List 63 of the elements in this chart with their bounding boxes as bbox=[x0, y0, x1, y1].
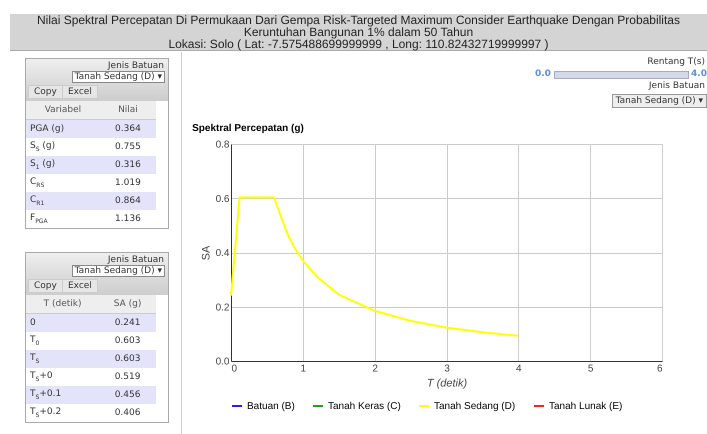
text: Copy bbox=[28, 85, 63, 99]
legend-label: Tanah Keras (C) bbox=[328, 401, 401, 412]
text: Jenis Batuan bbox=[647, 81, 706, 91]
text: T (detik) bbox=[26, 295, 100, 314]
text: 0.0 bbox=[535, 69, 551, 79]
x-axis-title: T (detik) bbox=[426, 378, 468, 390]
text: 0.316 bbox=[100, 156, 156, 174]
legend-label: Tanah Lunak (E) bbox=[549, 401, 622, 412]
text: Tanah Sedang (D) ▾ bbox=[72, 265, 165, 277]
text: T$_{S}$+0.1 bbox=[26, 386, 100, 404]
text: C$_{R1}$ bbox=[26, 192, 100, 210]
text: T$_{S}$+0.2 bbox=[29, 406, 62, 421]
y-tick-label: 0.8 bbox=[216, 140, 230, 150]
text: 0.603 bbox=[114, 335, 142, 348]
text: Nilai bbox=[100, 101, 156, 120]
legend-label: Tanah Sedang (D) bbox=[434, 401, 516, 412]
text: 0.241 bbox=[99, 314, 156, 332]
text: PGA (g) bbox=[26, 120, 100, 138]
text: 1.019 bbox=[114, 177, 142, 190]
text: Tanah Sedang (D) ▾ bbox=[612, 94, 707, 108]
text: S$_{S}$ (g) bbox=[29, 140, 56, 155]
text: Nilai Spektral Percepatan Di Permukaan Dari Gempa Risk-Targeted Maximum Consider Earthquake Dengan Probabilitas Keruntuhan Bangunan 1% dalam 50 Tahun bbox=[36, 13, 681, 39]
x-tick-label: 6 bbox=[656, 364, 663, 374]
text: 0.364 bbox=[100, 120, 156, 138]
text: Jenis Batuan bbox=[106, 255, 164, 265]
text: Jenis Batuan bbox=[106, 61, 164, 71]
text: S$_{1}$ (g) bbox=[26, 156, 100, 174]
text: 0.755 bbox=[114, 141, 142, 154]
text: SA (g) bbox=[99, 295, 156, 314]
x-tick-label: 3 bbox=[444, 364, 450, 374]
x-tick-label: 1 bbox=[300, 364, 307, 374]
text: 0.864 bbox=[100, 192, 156, 210]
y-tick-label: 0.4 bbox=[216, 248, 230, 259]
text: T$_{0}$ bbox=[29, 334, 40, 349]
text: T$_{S}$+0 bbox=[29, 370, 54, 385]
line-series bbox=[230, 196, 520, 337]
text: Tanah Sedang (D) ▾ bbox=[72, 71, 165, 83]
y-tick-label: 0.2 bbox=[216, 302, 230, 314]
x-tick-label: 0 bbox=[232, 364, 238, 374]
x-tick-label: 5 bbox=[588, 364, 594, 374]
x-tick-label: 2 bbox=[372, 364, 378, 374]
text: Rentang T(s) bbox=[646, 57, 706, 67]
x-tick-label: 4 bbox=[516, 364, 522, 374]
text: T$_{S}$ bbox=[26, 350, 100, 368]
text: 0 bbox=[26, 314, 100, 332]
text: Excel bbox=[62, 279, 98, 293]
text: F$_{PGA}$ bbox=[29, 212, 49, 227]
text: Variabel bbox=[26, 101, 100, 120]
y-tick-label: 0.6 bbox=[216, 194, 230, 205]
chart-title: Spektral Percepatan (g) bbox=[192, 123, 304, 134]
text: 4.0 bbox=[691, 69, 707, 79]
text: 0.603 bbox=[99, 350, 156, 368]
text: 0.519 bbox=[114, 371, 142, 384]
text: C$_{RS}$ bbox=[29, 176, 46, 191]
text: 0.456 bbox=[99, 386, 156, 404]
legend-label: Batuan (B) bbox=[247, 401, 295, 412]
text: Excel bbox=[62, 85, 98, 99]
text: Copy bbox=[28, 279, 63, 293]
text: 0.406 bbox=[114, 407, 142, 420]
y-tick-label: 0.0 bbox=[216, 356, 230, 368]
y-axis-title: SA bbox=[200, 245, 213, 260]
text: 1.136 bbox=[114, 213, 142, 226]
text: Lokasi: Solo ( Lat: -7.575488699999999 , Long: 110.82432719999997 ) bbox=[167, 37, 550, 51]
